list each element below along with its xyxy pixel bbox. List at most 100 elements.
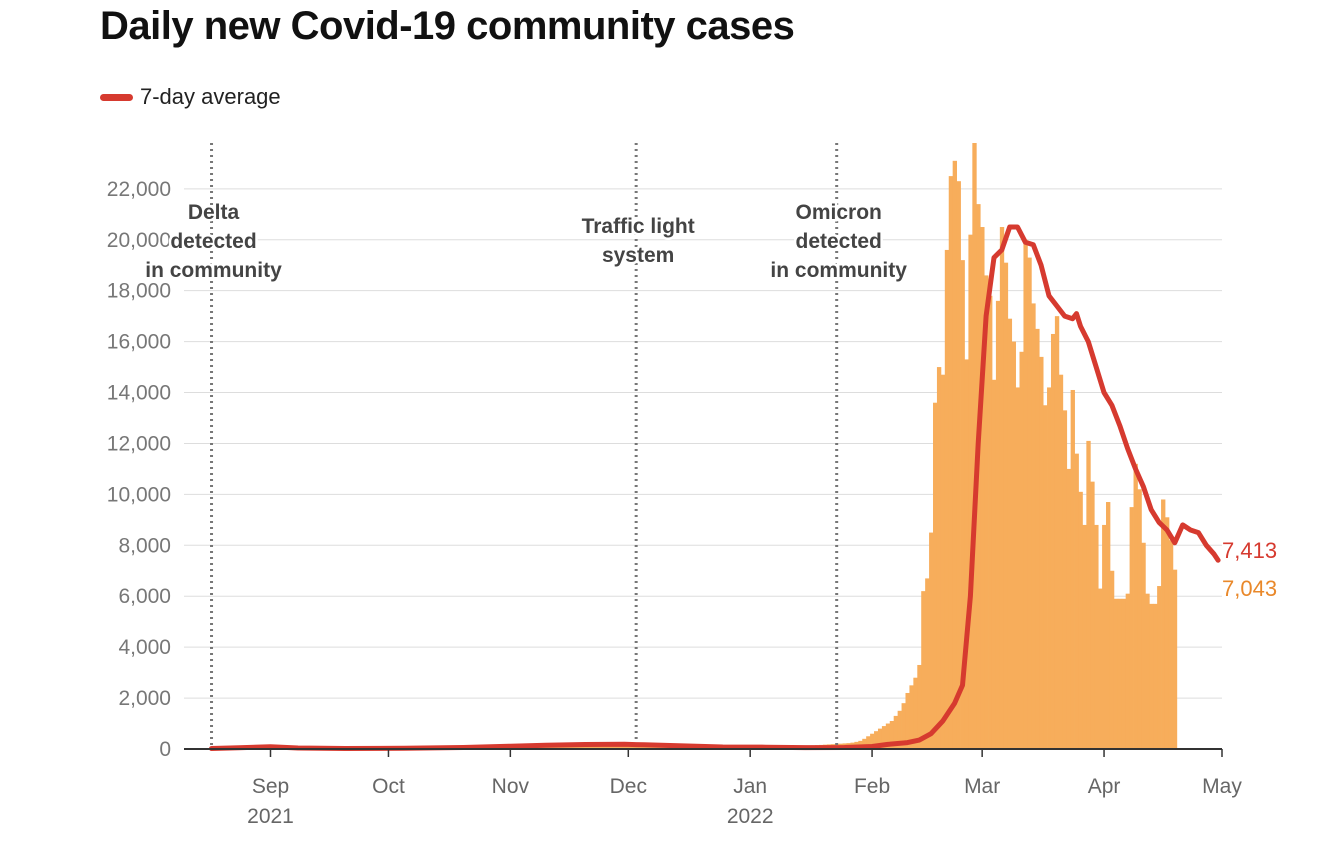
bar (968, 234, 973, 749)
bar (1039, 356, 1044, 749)
bar (1172, 569, 1178, 749)
bar (948, 176, 954, 750)
annotation-label: Omicron (796, 201, 882, 224)
bar (991, 379, 997, 749)
bar (602, 744, 608, 749)
x-tick-label: Dec (610, 775, 647, 798)
bar (618, 745, 623, 749)
bar (889, 720, 895, 749)
x-tick-label: Jan (733, 775, 767, 798)
y-tick-label: 16,000 (107, 331, 171, 354)
bar (988, 295, 993, 749)
x-tick-label: May (1202, 775, 1242, 798)
bar (1054, 316, 1060, 749)
chart-title: Daily new Covid-19 community cases (100, 4, 795, 48)
bar (1047, 387, 1052, 749)
bar (630, 745, 635, 749)
bar (980, 227, 985, 749)
bar (874, 731, 879, 749)
legend: 7-day average (100, 84, 281, 110)
x-tick-label: Apr (1088, 775, 1121, 798)
bar (1129, 507, 1134, 749)
bar (1082, 524, 1087, 749)
bar (1133, 463, 1138, 749)
bar (964, 359, 969, 749)
y-tick-label: 10,000 (107, 483, 171, 506)
x-tick-label: Oct (372, 775, 405, 798)
y-tick-label: 6,000 (118, 585, 171, 608)
bar (925, 578, 930, 749)
bar (956, 181, 961, 749)
bar (1019, 351, 1024, 749)
bar (952, 160, 958, 749)
x-tick-label: Mar (964, 775, 1000, 798)
bar (1102, 524, 1107, 749)
bar (995, 300, 1001, 749)
bar (1031, 303, 1036, 749)
annotation-label: in community (145, 259, 282, 282)
annotation-label: detected (170, 230, 256, 253)
bar (645, 746, 651, 749)
bar (999, 227, 1005, 749)
y-tick-label: 18,000 (107, 280, 171, 303)
bar (642, 745, 647, 749)
bar (622, 745, 627, 749)
bar (626, 745, 631, 749)
bar (1157, 586, 1162, 749)
y-tick-label: 8,000 (118, 534, 171, 557)
bar (1015, 387, 1020, 749)
bar (972, 143, 977, 749)
y-tick-label: 22,000 (107, 178, 171, 201)
bar (1098, 588, 1103, 749)
bar (1117, 598, 1123, 749)
series-line-7-day-average (209, 224, 1221, 751)
bar (1164, 517, 1170, 749)
bar (960, 260, 965, 749)
y-tick-label: 12,000 (107, 432, 171, 455)
annotation-label: system (602, 244, 674, 267)
bar (1062, 410, 1068, 749)
annotation-label: Traffic light (582, 215, 695, 238)
bar (913, 677, 918, 749)
annotation-label: Delta (188, 201, 240, 224)
bar (893, 715, 899, 749)
bar (936, 367, 942, 749)
bar (649, 746, 655, 749)
bar (1003, 262, 1009, 749)
bar (610, 744, 615, 749)
annotation-label: detected (796, 230, 882, 253)
bar (1027, 257, 1032, 749)
x-tick-year-label: 2021 (247, 805, 294, 828)
bar (866, 736, 871, 749)
bar (905, 692, 910, 749)
bar (1137, 489, 1142, 749)
bar (929, 532, 934, 749)
bar (1121, 598, 1127, 749)
bar (1109, 570, 1115, 749)
bar (862, 738, 867, 749)
x-tick-label: Feb (854, 775, 890, 798)
bar (940, 374, 946, 749)
bar (1106, 502, 1111, 749)
bar (1141, 542, 1146, 749)
bar (1149, 603, 1154, 749)
bar (877, 728, 883, 749)
bar (606, 744, 612, 749)
bar (1007, 318, 1013, 749)
bar (1086, 440, 1091, 749)
bar (1035, 328, 1040, 749)
bar (634, 745, 639, 749)
bar (1161, 499, 1166, 749)
bar (614, 745, 619, 749)
x-tick-label: Nov (492, 775, 530, 798)
end-label-7-day-average: 7,413 (1222, 538, 1277, 563)
legend-swatch-7-day-average (100, 93, 133, 101)
x-tick-year-label: 2022 (727, 805, 774, 828)
end-label-daily-cases: 7,043 (1222, 576, 1277, 601)
bar (870, 733, 875, 749)
bar (1023, 239, 1028, 750)
legend-label-7-day-average: 7-day average (140, 84, 281, 109)
bar (1153, 603, 1158, 749)
x-tick-label: Sep (252, 775, 289, 798)
